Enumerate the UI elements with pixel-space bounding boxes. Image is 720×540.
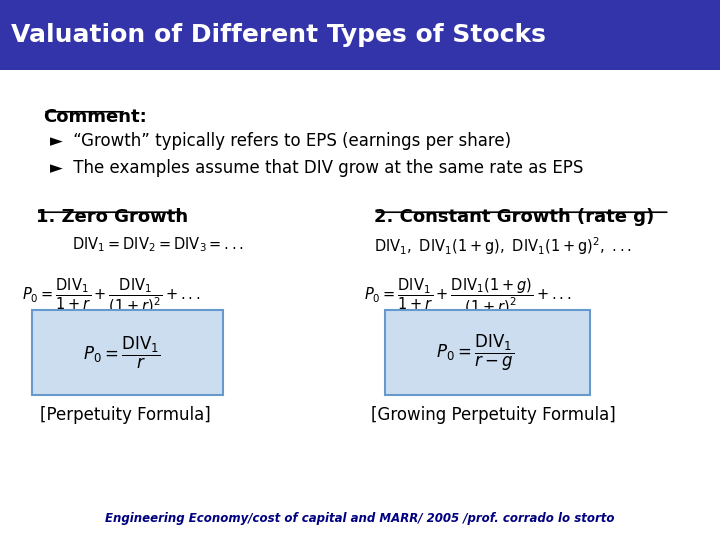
Text: $P_0 = \dfrac{\mathrm{DIV_1}}{r-g}$: $P_0 = \dfrac{\mathrm{DIV_1}}{r-g}$ [436, 333, 514, 373]
Text: $\mathrm{DIV_1 = DIV_2 = DIV_3 = ...}$: $\mathrm{DIV_1 = DIV_2 = DIV_3 = ...}$ [72, 235, 244, 254]
Text: 1. Zero Growth: 1. Zero Growth [36, 208, 188, 226]
FancyBboxPatch shape [32, 310, 223, 395]
Text: [Growing Perpetuity Formula]: [Growing Perpetuity Formula] [371, 406, 616, 424]
Text: $P_0 = \dfrac{\mathrm{DIV_1}}{1+r} + \dfrac{\mathrm{DIV_1}}{(1+r)^2} + ...$: $P_0 = \dfrac{\mathrm{DIV_1}}{1+r} + \df… [22, 276, 200, 316]
Text: ►  “Growth” typically refers to EPS (earnings per share): ► “Growth” typically refers to EPS (earn… [50, 132, 511, 150]
Text: $P_0 = \dfrac{\mathrm{DIV_1}}{r}$: $P_0 = \dfrac{\mathrm{DIV_1}}{r}$ [83, 334, 161, 371]
Text: Comment:: Comment: [43, 108, 147, 126]
Text: 2. Constant Growth (rate g): 2. Constant Growth (rate g) [374, 208, 654, 226]
Text: ►  The examples assume that DIV grow at the same rate as EPS: ► The examples assume that DIV grow at t… [50, 159, 584, 177]
Text: Valuation of Different Types of Stocks: Valuation of Different Types of Stocks [11, 23, 546, 47]
Text: $P_0 = \dfrac{\mathrm{DIV_1}}{1+r} + \dfrac{\mathrm{DIV_1}(1+g)}{(1+r)^2} + ...$: $P_0 = \dfrac{\mathrm{DIV_1}}{1+r} + \df… [364, 276, 571, 317]
Text: $\mathrm{DIV_1,\ DIV_1(1+g),\ DIV_1(1+g)^2,\ ...}$: $\mathrm{DIV_1,\ DIV_1(1+g),\ DIV_1(1+g)… [374, 235, 632, 256]
Text: Engineering Economy/cost of capital and MARR/ 2005 /prof. corrado lo storto: Engineering Economy/cost of capital and … [105, 512, 615, 525]
FancyBboxPatch shape [0, 0, 720, 70]
FancyBboxPatch shape [385, 310, 590, 395]
Text: [Perpetuity Formula]: [Perpetuity Formula] [40, 406, 210, 424]
